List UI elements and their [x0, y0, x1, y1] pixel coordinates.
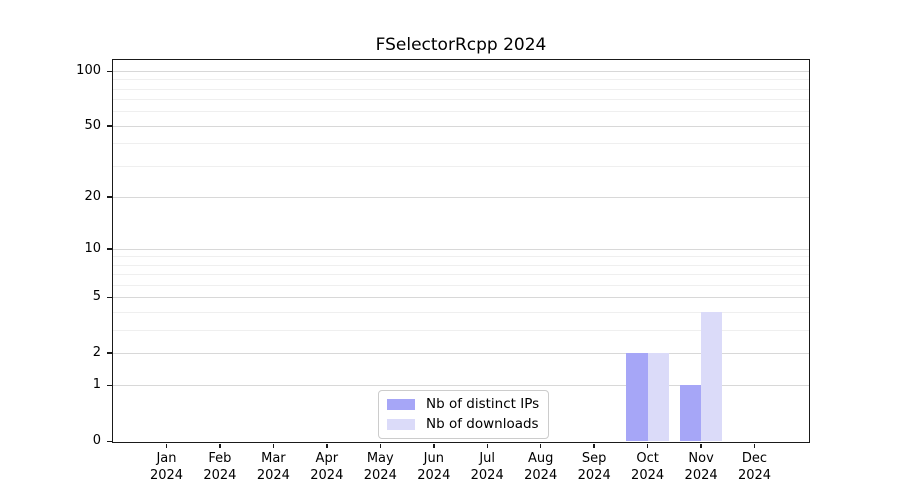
x-axis-tick [539, 443, 542, 448]
minor-gridline [113, 79, 809, 81]
x-axis-tick [379, 443, 382, 448]
x-axis-tick [593, 443, 595, 448]
y-axis-tick [107, 248, 112, 250]
legend-item-distinct-ips: Nb of distinct IPs [387, 396, 539, 412]
minor-gridline [113, 256, 809, 258]
y-axis-tick-label: 50 [84, 117, 101, 133]
x-axis-tick-label: Jan 2024 [149, 451, 184, 483]
y-axis-tick-label: 20 [84, 188, 101, 204]
x-axis-tick-label: Apr 2024 [310, 451, 344, 483]
x-axis-tick [326, 443, 328, 448]
minor-gridline [113, 88, 809, 90]
bar-distinct-ips [626, 352, 648, 441]
plot-area: 0 1 2 5 10 20 50 100 Jan 2024 Feb 2024 Mar 2024 Apr 202… [76, 59, 810, 483]
x-axis-tick [272, 443, 275, 448]
legend-label-distinct-ips: Nb of distinct IPs [426, 396, 540, 412]
x-axis-tick-label: Oct 2024 [631, 451, 665, 483]
minor-gridline [113, 274, 809, 276]
y-axis-tick [107, 352, 112, 354]
y-axis-tick [107, 384, 112, 387]
bar-downloads [647, 352, 669, 441]
legend: Nb of distinct IPs Nb of downloads [378, 390, 550, 439]
x-axis-tick [165, 443, 168, 448]
legend-swatch-distinct-ips [387, 398, 415, 410]
y-axis-tick [107, 296, 112, 299]
major-gridline [113, 297, 809, 299]
y-axis-tick [107, 70, 112, 72]
x-axis-tick-label: Jun 2024 [417, 451, 451, 483]
x-axis-tick-label: Mar 2024 [256, 451, 290, 483]
x-axis-tick-label: Dec 2024 [737, 451, 772, 483]
x-axis-tick-label: May 2024 [363, 451, 397, 483]
y-axis-tick-label: 5 [92, 289, 101, 305]
y-axis-tick-label: 100 [76, 63, 101, 78]
y-axis-tick-label: 0 [92, 433, 101, 448]
minor-gridline [113, 264, 809, 266]
x-axis-tick-label: Nov 2024 [684, 451, 718, 483]
major-gridline [113, 385, 809, 387]
minor-gridline [113, 312, 809, 313]
minor-gridline [113, 143, 809, 145]
x-axis-tick [753, 443, 756, 448]
x-axis-tick [486, 443, 488, 448]
major-gridline [113, 196, 809, 198]
major-gridline [113, 352, 809, 354]
chart-title: FSelectorRcpp 2024 [375, 35, 547, 55]
y-axis-tick-label: 10 [84, 240, 101, 256]
x-axis-tick-label: Feb 2024 [203, 451, 237, 483]
y-axis-tick-label: 1 [92, 377, 101, 393]
minor-gridline [113, 165, 809, 167]
x-axis-tick [700, 443, 702, 448]
y-axis-tick-label: 2 [92, 344, 101, 360]
bar-distinct-ips [679, 385, 702, 441]
x-axis-tick [433, 443, 435, 448]
x-axis-tick-label: Sep 2024 [577, 451, 611, 483]
x-axis-tick-label: Aug 2024 [524, 451, 558, 483]
x-axis-tick [646, 443, 649, 448]
major-gridline [113, 71, 809, 72]
x-axis-tick-label: Jul 2024 [470, 451, 504, 483]
x-axis-tick [219, 443, 221, 448]
major-gridline [113, 125, 809, 127]
legend-label-downloads: Nb of downloads [426, 416, 539, 432]
minor-gridline [113, 111, 809, 113]
minor-gridline [113, 99, 809, 101]
y-axis-tick [107, 440, 112, 442]
minor-gridline [113, 329, 809, 331]
y-axis-tick [107, 196, 112, 198]
y-axis-tick [107, 125, 112, 127]
minor-gridline [113, 285, 809, 286]
legend-item-downloads: Nb of downloads [387, 416, 539, 432]
legend-swatch-downloads [387, 418, 415, 430]
major-gridline [113, 248, 809, 250]
bar-downloads [701, 312, 723, 441]
